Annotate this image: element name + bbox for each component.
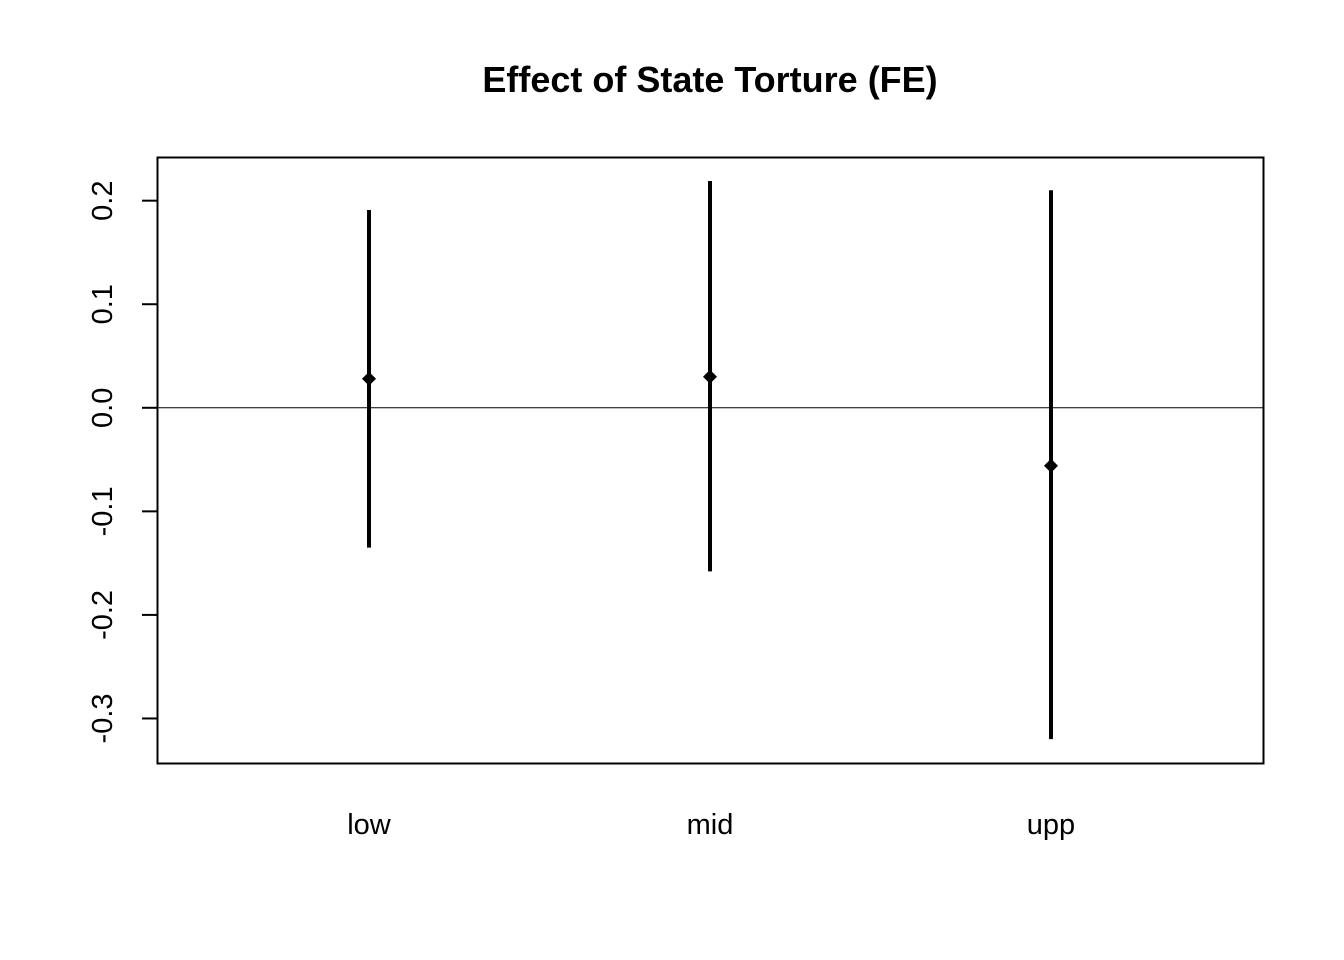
x-category-label: mid (687, 809, 734, 841)
x-axis-labels: low mid upp (347, 809, 1075, 841)
chart-marks (362, 180, 1058, 740)
point-estimate-low (362, 371, 376, 386)
y-tick-label: -0.1 (87, 486, 119, 536)
x-category-label: low (347, 809, 392, 841)
chart-title: Effect of State Torture (FE) (482, 59, 937, 100)
point-estimate-upp (1044, 458, 1058, 473)
x-category-label: upp (1027, 809, 1075, 841)
y-tick-label: 0.0 (87, 388, 119, 428)
y-tick-label: -0.3 (87, 693, 119, 743)
y-tick-label: 0.2 (87, 181, 119, 221)
plot-frame (156, 156, 1265, 765)
y-tick-label: -0.2 (87, 590, 119, 640)
point-estimate-mid (703, 369, 717, 384)
y-tick-label: 0.1 (87, 284, 119, 324)
y-axis: -0.3 -0.2 -0.1 0.0 0.1 0.2 (87, 181, 157, 743)
